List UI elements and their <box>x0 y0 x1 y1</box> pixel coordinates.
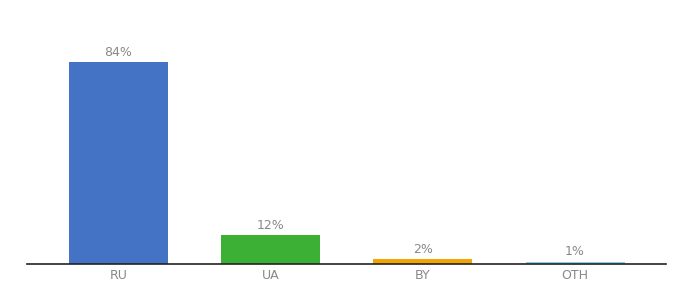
Bar <box>69 62 168 264</box>
Bar <box>526 262 624 264</box>
Text: 2%: 2% <box>413 243 433 256</box>
Text: 12%: 12% <box>257 219 284 232</box>
Bar <box>221 235 320 264</box>
Text: 84%: 84% <box>105 46 133 59</box>
Text: 1%: 1% <box>565 245 585 258</box>
Bar <box>373 259 473 264</box>
